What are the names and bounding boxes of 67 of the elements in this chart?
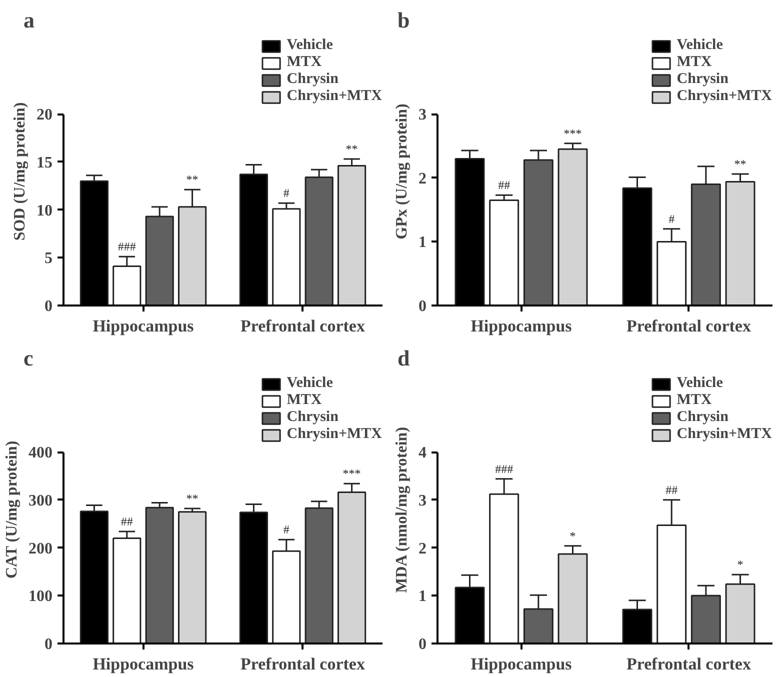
data-label: * (737, 558, 744, 572)
data-label: ## (666, 482, 678, 497)
legend-label: Vehicle (286, 375, 333, 392)
data-label: # (283, 522, 290, 537)
data-label: * (570, 528, 576, 543)
y-axis-title: GPx (U/mg protein) (394, 104, 410, 240)
legend-label: Chrysin+MTX (286, 88, 382, 105)
y-axis-title: SOD (U/mg protein) (12, 102, 28, 241)
y-tick-label: 0 (44, 636, 52, 653)
x-tick-label: Prefrontal cortex (240, 316, 366, 336)
y-tick-label: 2 (418, 170, 426, 188)
data-label: *** (564, 126, 582, 140)
y-tick-label: 4 (418, 444, 426, 462)
legend-label: Chrysin (676, 71, 728, 88)
legend-label: Vehicle (676, 37, 723, 54)
legend-label: MTX (676, 392, 712, 409)
legend-label: MTX (286, 392, 322, 409)
data-label: ## (498, 178, 510, 192)
x-tick-label: Hippocampus (470, 654, 572, 674)
chart-title: b (398, 8, 410, 32)
x-tick-label: Prefrontal cortex (626, 654, 752, 674)
data-label: ** (186, 172, 198, 187)
chart-title: a (24, 8, 34, 32)
legend-label: Chrysin+MTX (676, 88, 772, 105)
y-tick-label: 300 (28, 492, 52, 510)
x-tick-label: Hippocampus (92, 654, 194, 674)
chart-title: d (398, 346, 410, 370)
y-tick-label: 3 (418, 106, 426, 124)
y-tick-label: 100 (28, 588, 52, 606)
legend-label: MTX (676, 54, 712, 71)
legend-label: Chrysin+MTX (676, 426, 772, 443)
y-tick-label: 200 (28, 540, 52, 558)
y-tick-label: 2 (418, 540, 426, 558)
x-tick-label: Hippocampus (470, 316, 572, 336)
y-tick-label: 15 (36, 154, 52, 172)
y-tick-label: 1 (418, 588, 426, 606)
data-label: ** (186, 492, 198, 506)
data-label: ### (495, 462, 514, 476)
legend-label: MTX (286, 54, 322, 71)
chart-title: c (24, 346, 34, 370)
y-tick-label: 20 (36, 106, 52, 124)
y-tick-label: 0 (418, 298, 426, 315)
data-label: # (283, 186, 290, 200)
y-tick-label: 10 (36, 202, 52, 220)
x-tick-label: Prefrontal cortex (240, 654, 366, 674)
y-tick-label: 0 (44, 298, 52, 315)
legend-label: Chrysin (286, 409, 338, 426)
data-label: ### (118, 240, 136, 254)
data-label: ** (734, 157, 746, 172)
legend-label: Chrysin (676, 409, 728, 426)
data-label: ## (120, 514, 133, 529)
data-label: *** (342, 466, 361, 481)
legend-label: Vehicle (286, 37, 333, 54)
y-tick-label: 400 (28, 444, 52, 462)
y-tick-label: 1 (418, 234, 426, 252)
data-label: # (668, 212, 675, 226)
legend-label: Vehicle (676, 375, 723, 392)
y-tick-label: 0 (418, 636, 426, 653)
legend-label: Chrysin (286, 71, 338, 88)
y-tick-label: 3 (418, 492, 426, 510)
x-tick-label: Hippocampus (92, 316, 194, 336)
y-axis-title: MDA (nmol/mg protein) (394, 426, 410, 593)
y-axis-title: CAT (U/mg protein) (4, 440, 20, 579)
data-label: ** (346, 142, 358, 156)
legend-label: Chrysin+MTX (286, 426, 382, 443)
y-tick-label: 5 (44, 250, 52, 268)
x-tick-label: Prefrontal cortex (626, 316, 752, 336)
